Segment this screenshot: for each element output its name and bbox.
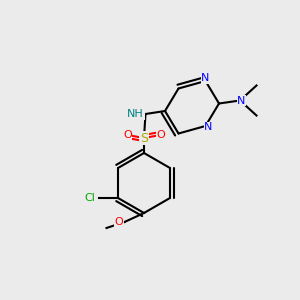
Text: S: S (140, 131, 148, 145)
Text: N: N (204, 122, 213, 133)
Text: O: O (156, 130, 165, 140)
Text: NH: NH (127, 109, 144, 119)
Text: O: O (123, 130, 132, 140)
Text: N: N (237, 95, 246, 106)
Text: N: N (201, 73, 210, 83)
Text: Cl: Cl (85, 193, 95, 203)
Text: O: O (114, 217, 123, 227)
